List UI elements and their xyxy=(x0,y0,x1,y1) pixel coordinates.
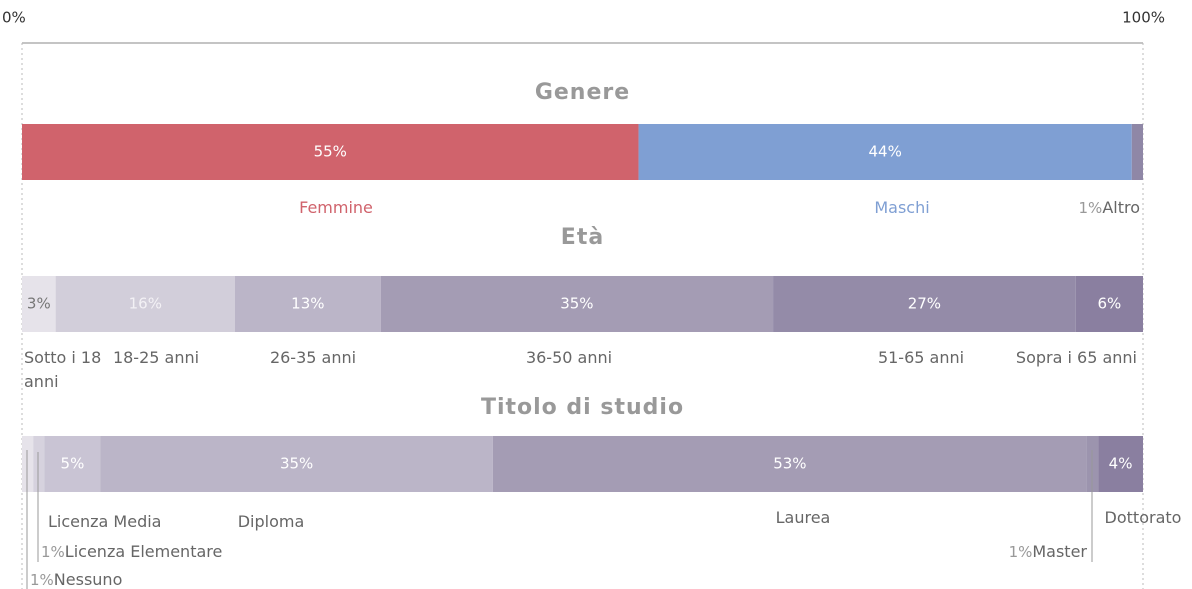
group-title: Genere xyxy=(535,80,630,105)
category-label: 1%Licenza Elementare xyxy=(41,542,222,561)
value-label: 35% xyxy=(560,295,593,313)
value-label: 1% xyxy=(41,543,65,561)
value-label: 35% xyxy=(280,455,313,473)
bar-segment xyxy=(638,124,1132,180)
category-label: 1%Altro xyxy=(1079,198,1140,217)
bar-segment xyxy=(1131,124,1143,180)
category-name: Licenza Media xyxy=(48,512,161,531)
group-title: Età xyxy=(561,225,604,250)
category-name: Sopra i 65 anni xyxy=(1016,348,1137,367)
category-name: Maschi xyxy=(874,198,929,217)
bar-segment xyxy=(1075,276,1143,332)
value-label: 3% xyxy=(27,295,51,313)
category-label: Femmine xyxy=(299,198,373,217)
value-label: 4% xyxy=(1109,455,1133,473)
category-name: Altro xyxy=(1102,198,1140,217)
value-label: 44% xyxy=(868,143,901,161)
value-label: 53% xyxy=(773,455,806,473)
category-label: Laurea xyxy=(776,508,831,527)
category-label: 36-50 anni xyxy=(526,348,612,367)
category-label: 26-35 anni xyxy=(270,348,356,367)
bar-segment xyxy=(1086,436,1099,492)
category-label: Sopra i 65 anni xyxy=(1016,348,1137,367)
category-label: Maschi xyxy=(874,198,929,217)
bar-segment xyxy=(100,436,493,492)
category-name: Nessuno xyxy=(54,570,123,589)
category-name: 26-35 anni xyxy=(270,348,356,367)
category-label: Diploma xyxy=(238,512,305,531)
value-label: 1% xyxy=(1079,199,1103,217)
bar-segment xyxy=(55,276,235,332)
value-label: 5% xyxy=(61,455,85,473)
category-name: Laurea xyxy=(776,508,831,527)
value-label: 55% xyxy=(314,143,347,161)
x-tick-label: 0% xyxy=(2,9,26,27)
category-label: 1%Nessuno xyxy=(30,570,122,589)
value-label: 27% xyxy=(908,295,941,313)
bar-segment xyxy=(22,436,34,492)
category-name: Diploma xyxy=(238,512,305,531)
bar-segment xyxy=(33,436,45,492)
category-name: Master xyxy=(1032,542,1087,561)
bar-segment xyxy=(44,436,101,492)
category-label: 1%Master xyxy=(1009,542,1088,561)
category-name: Dottorato xyxy=(1105,508,1182,527)
value-label: 1% xyxy=(1009,543,1033,561)
category-label-box: Sotto i 18 anni xyxy=(24,348,102,391)
bar-segment xyxy=(1098,436,1143,492)
category-name: Femmine xyxy=(299,198,373,217)
category-label: 51-65 anni xyxy=(878,348,964,367)
bar-segment xyxy=(380,276,774,332)
category-name: 51-65 anni xyxy=(878,348,964,367)
bar-segment xyxy=(773,276,1076,332)
category-name: 36-50 anni xyxy=(526,348,612,367)
category-label: Sotto i 18 anni xyxy=(24,348,102,391)
value-label: 1% xyxy=(30,571,54,589)
category-label: Dottorato xyxy=(1105,508,1182,527)
category-label: Licenza Media xyxy=(48,512,161,531)
bar-segment xyxy=(492,436,1087,492)
x-tick-label: 100% xyxy=(1122,9,1165,27)
value-label: 6% xyxy=(1097,295,1121,313)
bar-segment xyxy=(22,124,639,180)
value-label: 13% xyxy=(291,295,324,313)
value-label: 16% xyxy=(129,295,162,313)
category-name: Licenza Elementare xyxy=(65,542,223,561)
bar-segment xyxy=(22,276,56,332)
group-title: Titolo di studio xyxy=(481,395,684,420)
category-name: 18-25 anni xyxy=(113,348,199,367)
bar-segment xyxy=(234,276,381,332)
category-label: 18-25 anni xyxy=(113,348,199,367)
